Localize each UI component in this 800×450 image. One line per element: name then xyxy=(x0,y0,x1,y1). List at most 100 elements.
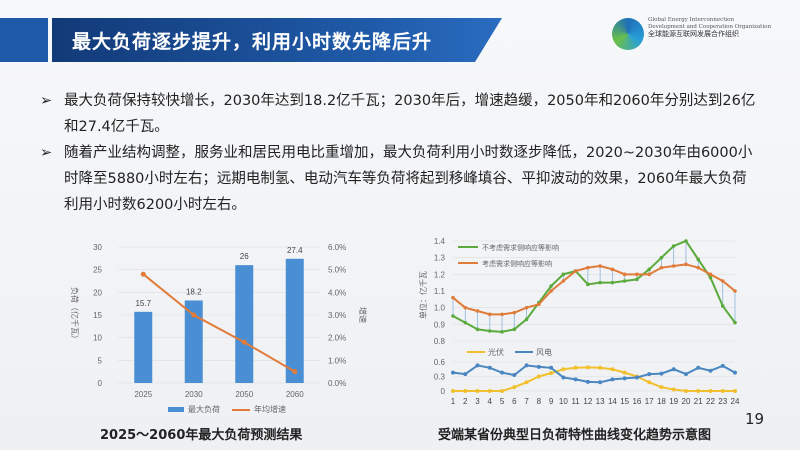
series-point xyxy=(549,289,553,293)
series-point xyxy=(696,265,701,270)
legend-label: 风电 xyxy=(536,347,552,357)
bar-data-label: 15.7 xyxy=(135,299,151,308)
series-point xyxy=(733,389,737,393)
legend-label: 年均增速 xyxy=(254,404,286,414)
title-banner xyxy=(52,18,502,62)
x-tick-label: 7 xyxy=(524,397,529,406)
series-point xyxy=(720,363,725,368)
x-tick-label: 2030 xyxy=(185,390,203,399)
geidco-logo-icon xyxy=(612,18,644,50)
x-tick-label: 24 xyxy=(731,397,740,406)
x-tick-label: 4 xyxy=(488,397,493,406)
x-tick-label: 2050 xyxy=(235,390,253,399)
series-point xyxy=(610,280,615,285)
y-tick-label: 0.8 xyxy=(434,337,446,346)
growth-line xyxy=(142,273,296,373)
series-point xyxy=(561,279,566,283)
series-point xyxy=(573,377,578,382)
series-point xyxy=(537,302,541,307)
y2-tick-label: 5.0% xyxy=(328,266,346,275)
series-point xyxy=(475,327,480,332)
x-tick-label: 9 xyxy=(549,397,554,406)
y-tick-label: 20 xyxy=(93,288,102,297)
arrow-bullet-icon: ➢ xyxy=(40,93,53,109)
series-point xyxy=(598,280,602,285)
series-line xyxy=(453,366,735,392)
y-tick-label: 10 xyxy=(93,334,102,343)
series-point xyxy=(598,264,602,268)
series-line xyxy=(452,263,736,316)
series-point xyxy=(549,371,554,376)
series-line xyxy=(452,239,736,333)
bar-data-label: 26 xyxy=(240,252,249,261)
series-point xyxy=(708,389,713,393)
x-tick-label: 10 xyxy=(559,397,568,406)
series-point xyxy=(683,389,688,393)
x-tick-label: 22 xyxy=(706,397,715,406)
y2-tick-label: 4.0% xyxy=(328,288,346,297)
y-axis-label: 负荷（亿千瓦） xyxy=(70,287,80,343)
series-point xyxy=(512,327,517,332)
series-point xyxy=(708,368,713,373)
series-point xyxy=(684,262,688,267)
x-tick-label: 6 xyxy=(512,397,517,406)
series-point xyxy=(524,380,529,385)
growth-point xyxy=(292,369,298,375)
series-point xyxy=(573,269,578,273)
x-tick-label: 3 xyxy=(475,397,480,406)
legend-bar-swatch xyxy=(168,407,184,412)
series-point xyxy=(500,370,505,375)
series-point xyxy=(733,289,737,293)
y-tick-label: 0 xyxy=(98,379,103,388)
series-point xyxy=(696,257,701,262)
series-point xyxy=(475,363,480,368)
org-name-en-2: Development and Cooperation Organization xyxy=(648,24,772,30)
y-tick-label: 0 xyxy=(441,387,446,396)
x-tick-label: 12 xyxy=(583,397,592,406)
series-point xyxy=(536,364,541,369)
x-tick-label: 18 xyxy=(657,397,666,406)
x-tick-label: 20 xyxy=(682,397,691,406)
series-point xyxy=(635,272,639,277)
left-chart-caption: 2025～2060年最大负荷预测结果 xyxy=(100,428,303,443)
series-point xyxy=(696,365,701,370)
series-point xyxy=(635,277,639,282)
series-point xyxy=(684,239,688,243)
series-point xyxy=(708,275,713,280)
series-point xyxy=(524,363,529,368)
series-point xyxy=(451,314,455,318)
y2-tick-label: 6.0% xyxy=(328,243,346,252)
bullet-text: 随着产业结构调整，服务业和居民用电比重增加，最大负荷利用小时数逐步降低，2020… xyxy=(64,145,753,213)
y-tick-label: 25 xyxy=(93,266,102,275)
y2-tick-label: 1.0% xyxy=(328,356,346,365)
series-point xyxy=(573,365,578,370)
series-point xyxy=(586,282,590,287)
series-point xyxy=(683,372,688,377)
series-point xyxy=(671,244,676,248)
series-point xyxy=(451,370,455,375)
series-point xyxy=(586,265,590,270)
bar-data-label: 18.2 xyxy=(186,287,202,296)
banner-stripe xyxy=(0,18,48,62)
legend-label: 不考虑需求侧响应等影响 xyxy=(482,243,559,252)
y-tick-label: 0.6 xyxy=(434,358,446,367)
series-point xyxy=(659,255,664,260)
x-tick-label: 21 xyxy=(694,397,703,406)
series-point xyxy=(475,389,480,393)
series-point xyxy=(500,330,504,334)
series-point xyxy=(585,379,590,384)
series-point xyxy=(708,272,713,277)
series-point xyxy=(598,365,603,370)
bar xyxy=(285,258,304,383)
bar-data-label: 27.4 xyxy=(287,246,303,255)
y2-axis-label: 增速 xyxy=(358,307,368,323)
series-point xyxy=(610,267,615,272)
y2-tick-label: 0.0% xyxy=(328,379,346,388)
legend-label: 最大负荷 xyxy=(188,404,220,414)
series-point xyxy=(647,272,651,277)
y-tick-label: 1.0 xyxy=(434,304,446,313)
series-point xyxy=(463,305,468,310)
y-tick-label: 15 xyxy=(93,311,102,320)
org-name-en-1: Global Energy Interconnection xyxy=(648,17,735,23)
